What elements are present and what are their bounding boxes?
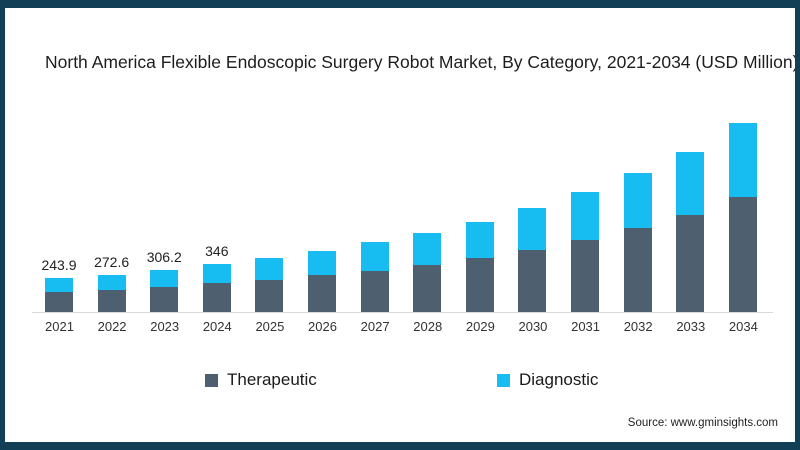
bar-group-2032 [623,173,652,312]
bar-segment-therapeutic-2027 [360,271,389,312]
bar-total-label-2024: 346 [205,243,229,259]
bar-segment-diagnostic-2026 [308,251,337,275]
bar-segment-therapeutic-2029 [465,258,494,312]
x-axis-label-2029: 2029 [465,319,495,334]
bar-segment-therapeutic-2030 [518,250,547,312]
bar-segment-diagnostic-2021 [45,278,73,292]
x-axis-label-2032: 2032 [623,319,653,334]
bar-group-2025 [255,258,284,312]
bar-group-2033 [676,152,705,312]
x-axis-label-2028: 2028 [413,319,443,334]
legend-swatch-therapeutic [205,373,218,387]
legend-label-therapeutic: Therapeutic [227,370,317,389]
bar-segment-diagnostic-2034 [728,123,757,197]
bar-segment-therapeutic-2026 [308,275,337,312]
bar-segment-diagnostic-2027 [360,242,389,271]
bar-total-label-2021: 243.9 [41,257,77,273]
bars-row: 243.9 272.6 306.2 346 [41,123,757,312]
bar-group-2024: 346 [202,243,231,312]
bar-group-2022: 272.6 [94,254,129,312]
bar-group-2031 [571,192,600,312]
legend-label-diagnostic: Diagnostic [519,370,599,389]
bar-group-2026 [308,251,337,312]
bar-segment-diagnostic-2024 [202,264,231,283]
chart-title: North America Flexible Endoscopic Surger… [45,52,799,72]
bar-segment-diagnostic-2033 [676,152,705,215]
x-axis-label-2030: 2030 [518,319,548,334]
x-axis-label-2031: 2031 [571,319,601,334]
x-axis-label-2034: 2034 [728,319,758,334]
source-attribution: Source: www.gminsights.com [627,417,778,429]
bar-segment-therapeutic-2022 [97,290,126,312]
x-axis-line [32,312,773,313]
x-axis-label-2024: 2024 [202,319,232,334]
bar-segment-therapeutic-2033 [676,215,705,312]
bar-group-2034 [728,123,757,312]
bar-group-2030 [518,208,547,312]
bar-total-label-2022: 272.6 [94,254,130,270]
bar-group-2021: 243.9 [41,257,77,312]
bar-segment-diagnostic-2031 [571,192,600,240]
x-axis-label-2021: 2021 [45,319,74,334]
bar-group-2028 [413,233,442,312]
legend-item-therapeutic: Therapeutic [205,370,317,390]
bar-segment-diagnostic-2030 [518,208,547,250]
bar-segment-therapeutic-2032 [623,228,652,312]
bar-group-2029 [465,222,494,312]
legend-swatch-diagnostic [497,373,510,387]
bar-segment-therapeutic-2031 [571,240,600,312]
bar-total-label-2023: 306.2 [146,249,182,265]
x-axis-label-2022: 2022 [97,319,127,334]
x-axis-label-2027: 2027 [360,319,390,334]
x-axis-label-2023: 2023 [150,319,180,334]
bar-group-2027 [360,242,389,312]
x-axis-label-2025: 2025 [255,319,285,334]
bar-segment-diagnostic-2025 [255,258,284,280]
bar-segment-therapeutic-2028 [413,265,442,312]
bar-segment-diagnostic-2023 [150,270,179,287]
bar-segment-therapeutic-2023 [150,287,179,312]
bar-segment-therapeutic-2034 [728,197,757,312]
x-axis-labels: 2021 2022 2023 2024 2025 2026 2027 2028 2029 2030… [45,319,758,334]
bar-segment-diagnostic-2029 [465,222,494,258]
bar-segment-diagnostic-2022 [97,275,126,290]
bar-segment-therapeutic-2021 [45,292,73,312]
bar-group-2023: 306.2 [147,249,182,312]
x-axis-label-2033: 2033 [676,319,706,334]
legend-item-diagnostic: Diagnostic [497,370,598,390]
x-axis-label-2026: 2026 [308,319,337,334]
bar-segment-therapeutic-2024 [202,283,231,312]
bar-segment-diagnostic-2028 [413,233,442,265]
bar-segment-therapeutic-2025 [255,280,284,312]
bar-segment-diagnostic-2032 [623,173,652,228]
